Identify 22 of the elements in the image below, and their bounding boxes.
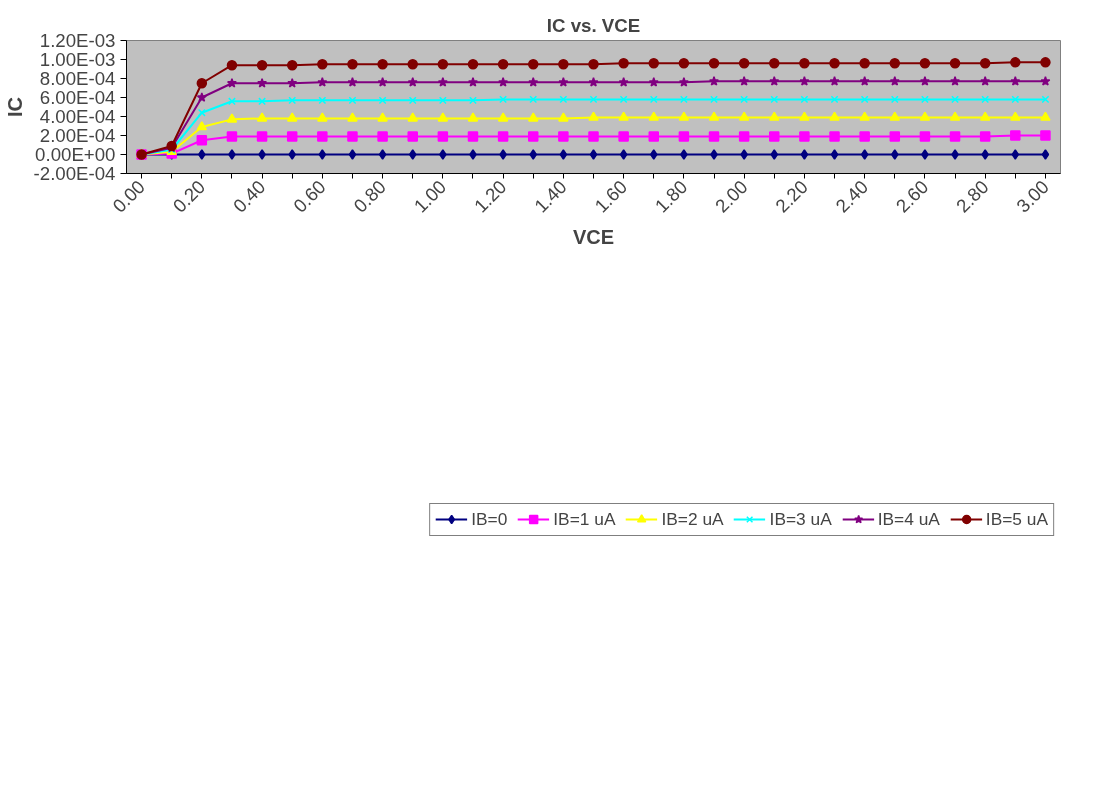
x-tick-label: 3.00: [1012, 176, 1053, 217]
x-tick-label: 0.20: [168, 176, 210, 217]
legend-label: IB=5 uA: [985, 508, 1048, 530]
legend-label: IB=0: [471, 508, 508, 530]
x-tick-label: 0.40: [228, 176, 270, 217]
x-tick-label: 0.80: [349, 176, 391, 217]
y-tick-label: 2.00E-04: [39, 125, 116, 146]
y-tick-label: 6.00E-04: [39, 87, 116, 108]
legend-label: IB=3 uA: [769, 508, 832, 530]
x-axis-title: VCE: [572, 226, 615, 249]
legend-label: IB=1 uA: [553, 508, 616, 530]
x-tick-label: 0.60: [289, 176, 330, 217]
legend-label: IB=2 uA: [661, 508, 724, 530]
y-tick-label: 8.00E-04: [39, 68, 116, 89]
y-tick-label: 1.00E-03: [39, 49, 116, 70]
y-axis-title: IC: [3, 97, 26, 117]
chart-title: IC vs. VCE: [546, 14, 641, 36]
y-tick-label: 4.00E-04: [39, 106, 116, 127]
legend-label: IB=4 uA: [877, 508, 940, 530]
y-tick-label: 1.20E-03: [39, 30, 116, 51]
y-tick-label: -2.00E-04: [33, 163, 116, 184]
y-tick-label: 0.00E+00: [35, 144, 116, 165]
